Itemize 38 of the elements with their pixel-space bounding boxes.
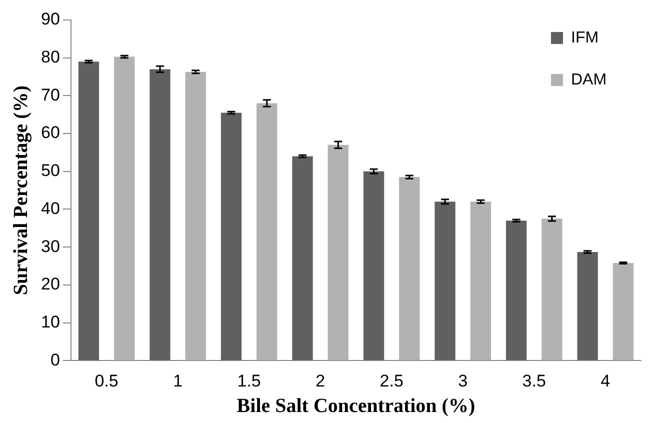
- x-tick-label: 2.5: [380, 371, 404, 390]
- x-tick-label: 2: [316, 371, 326, 390]
- bar: [292, 156, 313, 360]
- y-tick-label: 0: [50, 350, 60, 370]
- x-tick-label: 1.5: [237, 371, 261, 390]
- x-tick-label: 0.5: [94, 371, 118, 390]
- x-tick-label: 3: [458, 371, 468, 390]
- bar: [78, 62, 100, 360]
- bar: [542, 218, 562, 360]
- y-tick-label: 10: [40, 312, 60, 332]
- y-axis-title: Survival Percentage (%): [10, 86, 32, 296]
- y-tick-label: 40: [40, 198, 60, 218]
- legend-label: IFM: [571, 29, 599, 46]
- bar: [434, 202, 456, 360]
- y-tick-label: 30: [40, 236, 60, 256]
- bar: [256, 103, 278, 360]
- bar: [185, 72, 206, 360]
- y-tick-label: 70: [40, 85, 60, 104]
- bar: [328, 144, 348, 360]
- bar: [114, 56, 135, 360]
- y-tick-label: 60: [40, 123, 60, 142]
- x-tick-label: 1: [173, 371, 183, 390]
- bar: [612, 262, 634, 360]
- bar: [150, 69, 170, 360]
- legend-label: DAM: [571, 71, 607, 88]
- x-tick-label: 3.5: [522, 371, 546, 390]
- bar: [363, 171, 384, 360]
- bar: [399, 177, 420, 360]
- y-tick-label: 20: [40, 274, 60, 294]
- bar: [220, 112, 242, 360]
- y-tick-label: 50: [40, 161, 60, 180]
- y-tick-label: 90: [40, 10, 60, 29]
- bar: [577, 252, 598, 360]
- bar: [506, 220, 527, 360]
- bar: [470, 202, 491, 360]
- y-tick-label: 80: [40, 48, 60, 67]
- x-axis-title: Bile Salt Concentration (%): [236, 395, 476, 418]
- x-tick-label: 4: [600, 371, 610, 390]
